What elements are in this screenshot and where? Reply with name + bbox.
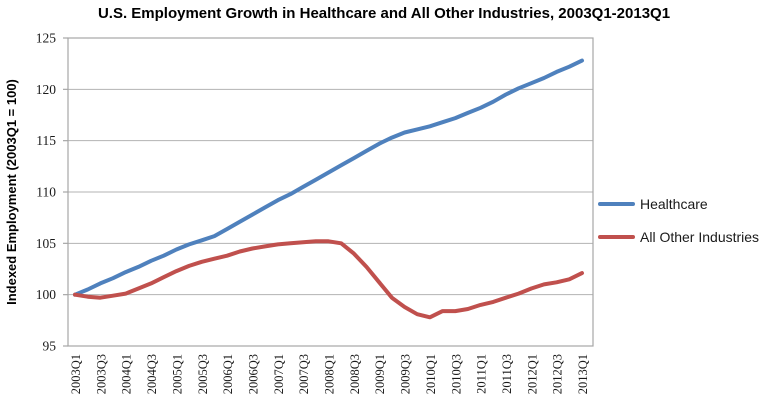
x-tick-label: 2006Q1 [221,354,235,394]
legend-item-healthcare[interactable]: Healthcare [598,192,708,216]
x-tick-label: 2009Q3 [399,354,413,394]
x-tick-label: 2013Q1 [576,354,590,394]
y-tick-label: 125 [36,31,57,46]
x-tick-label: 2008Q3 [348,354,362,394]
x-tick-label: 2012Q3 [551,354,565,394]
x-tick-label: 2005Q1 [170,354,184,394]
y-tick-label: 120 [36,82,57,97]
x-tick-label: 2005Q3 [196,354,210,394]
x-tick-label: 2004Q3 [145,354,159,394]
all-other-industries-line-swatch [598,235,635,239]
series-line-all-other-industries[interactable] [73,239,584,320]
x-tick-label: 2012Q1 [525,354,539,394]
y-tick-label: 115 [36,133,56,148]
legend-label: All Other Industries [640,229,760,245]
x-tick-label: 2007Q1 [272,354,286,394]
y-tick-label: 95 [43,339,57,354]
x-tick-label: 2010Q3 [449,354,463,394]
legend-item-all-other-industries[interactable]: All Other Industries [598,225,759,249]
x-tick-label: 2006Q3 [246,354,260,394]
x-tick-label: 2008Q1 [323,354,337,394]
y-tick-label: 110 [36,185,56,200]
y-tick-label: 100 [36,287,57,302]
x-tick-label: 2011Q3 [500,354,514,394]
x-tick-label: 2009Q1 [373,354,387,394]
series-line-healthcare[interactable] [73,58,584,297]
x-tick-label: 2003Q3 [94,354,108,394]
legend-label: Healthcare [640,196,708,212]
x-tick-label: 2011Q1 [475,354,489,394]
healthcare-line-swatch [598,202,635,206]
x-tick-label: 2010Q1 [424,354,438,394]
x-tick-label: 2003Q1 [69,354,83,394]
chart-title: U.S. Employment Growth in Healthcare and… [97,5,671,22]
x-tick-label: 2004Q1 [120,354,134,394]
x-tick-label: 2007Q3 [297,354,311,394]
y-tick-label: 105 [36,236,57,251]
